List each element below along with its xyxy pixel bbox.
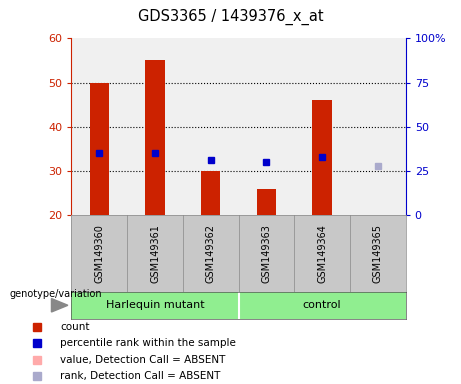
Text: GDS3365 / 1439376_x_at: GDS3365 / 1439376_x_at [138, 9, 323, 25]
Bar [201, 171, 220, 215]
Text: GSM149365: GSM149365 [373, 224, 383, 283]
Text: genotype/variation: genotype/variation [9, 289, 102, 299]
Bar [89, 83, 109, 215]
Bar [257, 189, 276, 215]
Text: GSM149360: GSM149360 [95, 224, 104, 283]
Text: percentile rank within the sample: percentile rank within the sample [60, 338, 236, 348]
Text: value, Detection Call = ABSENT: value, Detection Call = ABSENT [60, 354, 225, 364]
Text: GSM149362: GSM149362 [206, 224, 216, 283]
Text: count: count [60, 322, 89, 332]
Text: rank, Detection Call = ABSENT: rank, Detection Call = ABSENT [60, 371, 220, 381]
Polygon shape [52, 299, 68, 312]
Text: Harlequin mutant: Harlequin mutant [106, 300, 204, 310]
Bar [145, 61, 165, 215]
Text: GSM149364: GSM149364 [317, 224, 327, 283]
Text: control: control [303, 300, 342, 310]
Bar [313, 100, 332, 215]
Text: GSM149361: GSM149361 [150, 224, 160, 283]
Text: GSM149363: GSM149363 [261, 224, 272, 283]
